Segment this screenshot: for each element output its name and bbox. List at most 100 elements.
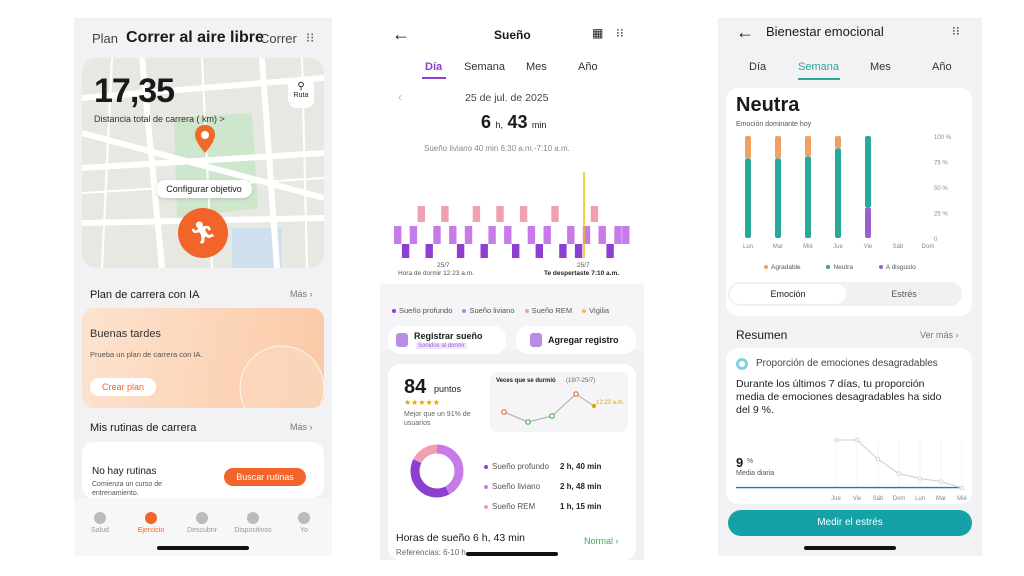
active-tab-indicator	[798, 78, 840, 80]
start-run-button[interactable]: 🏃︎	[178, 208, 228, 258]
bar-segment	[745, 136, 751, 159]
sleep-stage-segment	[472, 206, 481, 222]
add-record-button[interactable]: Agregar registro	[516, 326, 636, 354]
tab-day[interactable]: Día	[425, 61, 443, 73]
x-tick-label: Vie	[853, 496, 862, 502]
home-indicator	[804, 546, 896, 550]
x-tick-label: Lun	[915, 496, 925, 502]
sleep-stage-segment	[519, 206, 528, 222]
more-icon[interactable]: ⁝⁝	[616, 26, 624, 40]
summary-card[interactable]: Proporción de emociones desagradables Du…	[726, 348, 972, 504]
nav-health[interactable]: Salud	[80, 512, 120, 534]
sleep-start-date: 25/7	[437, 262, 450, 269]
sleep-hours-status[interactable]: Normal ›	[584, 536, 619, 546]
sleep-end-date: 25/7	[577, 262, 590, 269]
nav-me[interactable]: Yo	[284, 512, 324, 534]
emotion-ratio-icon	[736, 358, 748, 370]
set-goal-button[interactable]: Configurar objetivo	[156, 180, 252, 198]
trend-line-chart	[501, 391, 597, 425]
distance-label[interactable]: Distancia total de carrera ( km) >	[94, 114, 225, 124]
bar-segment	[865, 136, 871, 208]
route-map[interactable]: 17,35 Distancia total de carrera ( km) >…	[82, 58, 324, 268]
score-value: 84	[404, 376, 427, 398]
no-routines-title: No hay rutinas	[92, 466, 157, 477]
sleep-trend-card[interactable]: Veces que se durmió (19/7-25/7) 12:23 a.…	[490, 372, 628, 432]
tab-year[interactable]: Año	[932, 61, 952, 73]
route-button[interactable]: ⚲ Ruta	[288, 78, 314, 108]
sleep-stage-segment	[480, 244, 488, 258]
ratio-point	[896, 471, 902, 476]
routines-card: No hay rutinas Comienza un curso de entr…	[82, 442, 324, 498]
tab-week[interactable]: Semana	[464, 61, 505, 73]
sleep-stage-segment	[488, 226, 496, 244]
sleep-stage-chart[interactable]	[394, 168, 630, 266]
sleep-stage-segment	[449, 226, 457, 244]
runner-icon: 🏃︎	[189, 220, 217, 245]
previous-day-icon[interactable]: ‹	[398, 90, 402, 104]
more-icon[interactable]: ⁝⁝	[952, 24, 960, 38]
x-tick-label: Jue	[831, 496, 841, 502]
tab-week[interactable]: Semana	[798, 61, 839, 73]
x-tick-label: Mié	[803, 244, 813, 250]
tab-year[interactable]: Año	[578, 61, 598, 73]
sleep-stage-segment	[394, 226, 402, 244]
calendar-icon[interactable]: ▦	[592, 26, 604, 40]
location-pin-icon	[195, 125, 215, 153]
compass-icon	[196, 512, 208, 524]
sleep-date: 25 de jul. de 2025	[465, 92, 549, 104]
add-record-label: Agregar registro	[548, 335, 619, 345]
emotion-stress-toggle: Emoción Estrés	[728, 282, 962, 306]
emotional-wellbeing-screen: ← Bienestar emocional ⁝⁝ Día Semana Mes …	[718, 18, 982, 556]
ai-plan-more-link[interactable]: Más ›	[290, 289, 313, 299]
score-stars: ★★★★★	[404, 398, 440, 407]
sleep-stage-segment	[559, 244, 567, 258]
nav-devices[interactable]: Dispositivos	[233, 512, 273, 534]
home-indicator	[466, 552, 558, 556]
segment-stress[interactable]: Estrés	[891, 289, 917, 299]
light-label: Sueño liviano	[492, 482, 541, 491]
measure-stress-button[interactable]: Medir el estrés	[728, 510, 972, 536]
sleep-stage-segment	[417, 206, 425, 222]
bar-segment	[835, 136, 841, 149]
sleep-sound-icon	[396, 333, 408, 347]
unpleasant-ratio-chart: Jue Vie Sáb Dom Lun Mar Mié	[736, 437, 967, 502]
routines-more-link[interactable]: Más ›	[290, 422, 313, 432]
y-tick-label: 0	[934, 237, 938, 243]
score-comparison: Mejor que un 91% de usuarios	[404, 411, 471, 427]
x-tick-label: Dom	[922, 244, 935, 250]
summary-title: Resumen	[736, 328, 788, 342]
route-icon: ⚲	[297, 81, 305, 92]
bar-segment	[775, 136, 781, 159]
sleep-hours-reference: Referencias: 6-10 h	[396, 548, 466, 557]
runner-nav-icon	[145, 512, 157, 524]
nav-exercise[interactable]: Ejercicio	[131, 512, 171, 534]
more-icon[interactable]: ⁝⁝	[306, 30, 315, 45]
emotion-bar-chart[interactable]: 100 % 75 % 50 % 25 % 0 Lun Mar Mié Jue Vie Sáb Dom	[726, 132, 972, 260]
back-arrow-icon[interactable]: ←	[392, 24, 410, 44]
sleep-stage-segment	[527, 226, 536, 244]
profile-icon	[298, 512, 310, 524]
tab-month[interactable]: Mes	[870, 61, 891, 73]
add-record-icon	[530, 333, 542, 347]
deep-value: 2 h, 40 min	[560, 462, 602, 471]
tab-day[interactable]: Día	[749, 61, 767, 73]
sleep-stage-segment	[551, 206, 559, 222]
tab-month[interactable]: Mes	[526, 61, 547, 73]
x-tick-label: Sáb	[873, 496, 884, 502]
sleep-stage-segment	[496, 206, 504, 222]
search-routines-button[interactable]: Buscar rutinas	[224, 468, 306, 486]
nav-discover[interactable]: Descubrir	[182, 512, 222, 534]
segment-emotion[interactable]: Emoción	[730, 284, 846, 304]
register-sleep-button[interactable]: Registrar sueño Sonidos al dormir	[388, 326, 506, 354]
plan-tab[interactable]: Plan	[92, 31, 119, 46]
summary-value: 9	[736, 455, 744, 470]
run-tab[interactable]: Correr	[260, 31, 297, 46]
summary-more-link[interactable]: Ver más ›	[920, 330, 959, 340]
deep-dot	[484, 465, 488, 469]
ai-plan-card[interactable]: Buenas tardes Prueba un plan de carrera …	[82, 308, 324, 408]
create-plan-button[interactable]: Crear plan	[90, 378, 156, 396]
ratio-point	[938, 479, 944, 484]
light-value: 2 h, 48 min	[560, 482, 602, 491]
sleep-summary: Sueño liviano 40 min 6:30 a.m.-7:10 a.m.	[424, 144, 570, 153]
back-arrow-icon[interactable]: ←	[736, 22, 754, 42]
